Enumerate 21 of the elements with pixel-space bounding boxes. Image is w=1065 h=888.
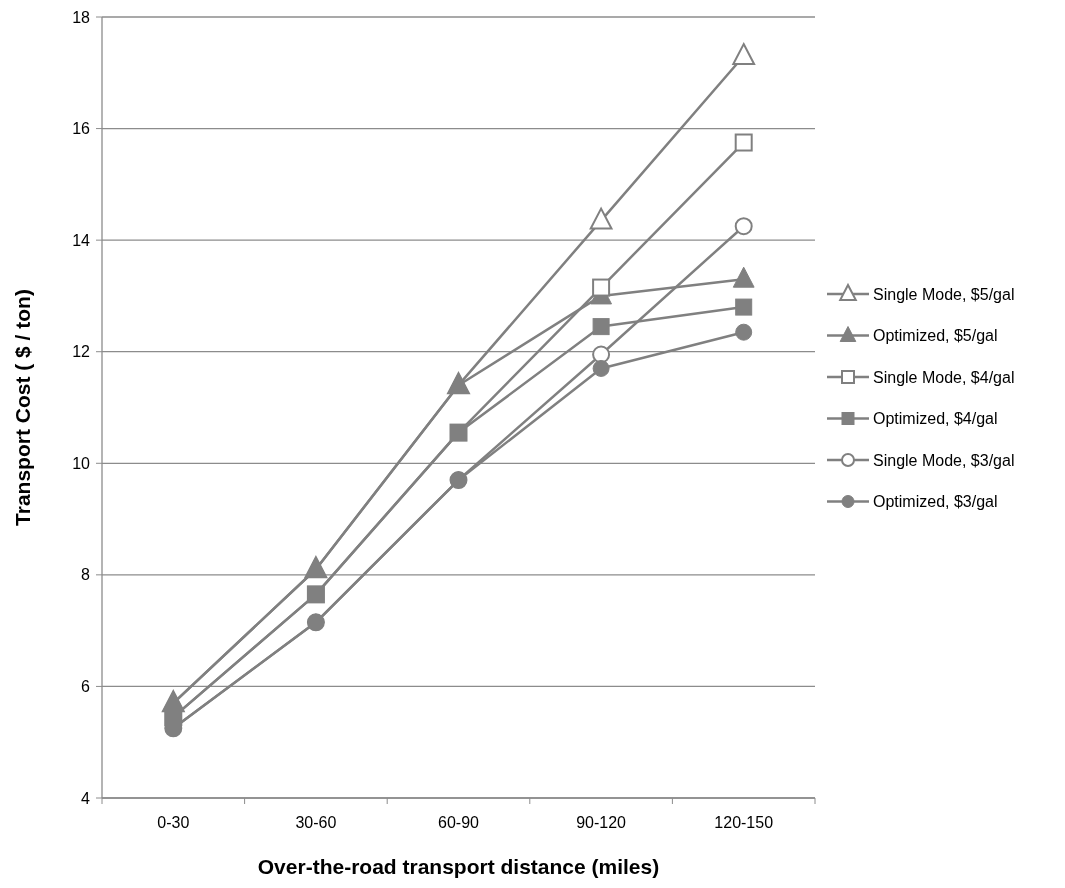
y-tick-label: 6 — [81, 678, 91, 696]
x-axis-title: Over-the-road transport distance (miles) — [257, 855, 660, 878]
y-tick-label: 18 — [72, 8, 91, 26]
y-tick-label: 16 — [72, 120, 91, 138]
y-tick-label: 10 — [72, 454, 91, 472]
x-tick-label: 60-90 — [438, 814, 480, 831]
legend-label: Optimized, $3/gal — [873, 493, 998, 511]
y-axis-title: Transport Cost ( $ / ton) — [11, 289, 34, 526]
y-tick-label: 8 — [81, 566, 91, 584]
legend-label: Optimized, $5/gal — [873, 327, 998, 345]
y-tick-label: 4 — [81, 789, 91, 807]
x-tick-label: 0-30 — [157, 814, 190, 831]
legend-label: Single Mode, $5/gal — [873, 285, 1015, 303]
legend-label: Optimized, $4/gal — [873, 410, 998, 428]
x-tick-label: 30-60 — [295, 814, 337, 831]
y-tick-label: 14 — [72, 231, 91, 249]
x-tick-label: 90-120 — [576, 814, 627, 831]
y-tick-label: 12 — [72, 343, 91, 361]
x-tick-label: 120-150 — [714, 814, 774, 831]
legend-label: Single Mode, $3/gal — [873, 451, 1015, 469]
legend-label: Single Mode, $4/gal — [873, 368, 1015, 386]
